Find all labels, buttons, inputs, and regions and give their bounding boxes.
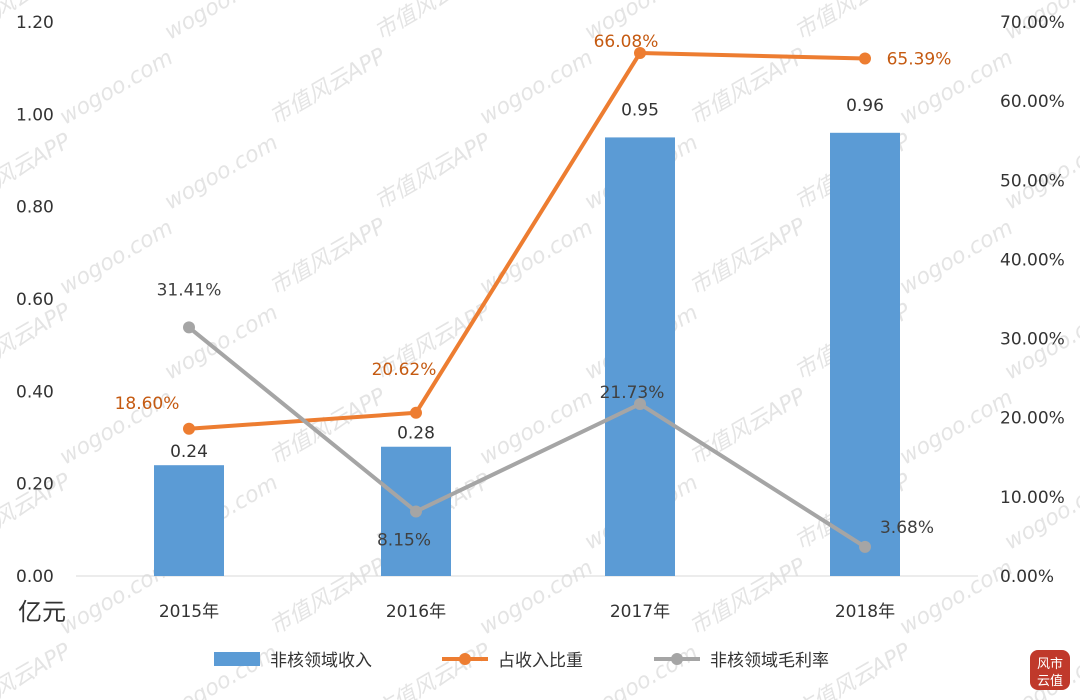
left-axis-tick-label: 0.20 (16, 475, 54, 495)
watermark-text: wogoo.com (161, 0, 283, 45)
watermark-text: 市值风云APP (371, 0, 496, 45)
legend-item: 占收入比重 (442, 651, 583, 671)
watermark-text: 市值风云APP (686, 383, 811, 470)
right-axis-tick-label: 0.00% (1000, 567, 1054, 587)
right-axis-tick-label: 20.00% (1000, 409, 1065, 429)
left-axis-tick-label: 1.00 (16, 105, 54, 125)
line-data-label: 31.41% (157, 280, 222, 300)
x-axis-category-label: 2016年 (386, 602, 446, 622)
right-axis-tick-label: 50.00% (1000, 171, 1065, 191)
bar-data-labels: 0.24 0.28 0.95 0.96 (170, 96, 884, 462)
legend-item: 非核领域毛利率 (654, 651, 829, 671)
x-axis-category-label: 2018年 (835, 602, 895, 622)
series-point (183, 422, 195, 435)
legend-label: 非核领域收入 (270, 651, 372, 671)
series-point (634, 398, 646, 411)
x-axis-category-label: 2017年 (610, 602, 670, 622)
left-axis-unit: 亿元 (18, 598, 66, 626)
line-data-label: 8.15% (377, 530, 431, 550)
bar-data-label: 0.24 (170, 442, 208, 462)
bar-data-label: 0.28 (397, 424, 435, 444)
bar (830, 132, 900, 577)
right-axis-tick-label: 70.00% (1000, 13, 1065, 33)
bar-data-label: 0.95 (621, 100, 659, 120)
watermark-text: wogoo.com (161, 300, 283, 385)
left-axis-tick-label: 0.40 (16, 382, 54, 402)
x-axis-categories: 2015年 2016年 2017年 2018年 (159, 602, 895, 622)
brand-logo: 风市 云值 (1030, 650, 1070, 690)
line-series (183, 47, 871, 553)
watermark-text: 市值风云APP (371, 638, 496, 700)
bar-series (154, 132, 900, 577)
watermark-text: wogoo.com (476, 555, 598, 640)
bar (154, 465, 224, 576)
legend-item: 非核领域收入 (214, 651, 372, 671)
series-point (410, 406, 422, 419)
series-line (187, 325, 867, 549)
left-axis-tick-label: 0.80 (16, 198, 54, 218)
series-point (183, 321, 195, 334)
watermark-text: 市值风云APP (266, 383, 391, 470)
watermark-text: 市值风云APP (0, 298, 76, 385)
line-data-label: 66.08% (594, 32, 659, 52)
line-data-label: 3.68% (880, 518, 934, 538)
watermark-text: 市值风云APP (0, 638, 76, 700)
legend-label: 非核领域毛利率 (710, 651, 829, 671)
watermark-text: 市值风云APP (686, 213, 811, 300)
line-data-labels: 18.60% 20.62% 66.08% 65.39% 31.41% 8.15% 21.73… (115, 32, 952, 550)
series-point (410, 505, 422, 518)
legend-label: 占收入比重 (498, 651, 583, 671)
watermark-text: 市值风云APP (266, 553, 391, 640)
legend: 非核领域收入 占收入比重 非核领域毛利率 (214, 651, 829, 671)
logo-text-bottom: 云值 (1037, 673, 1063, 689)
watermark-text: wogoo.com (56, 45, 178, 130)
watermark-text: wogoo.com (476, 45, 598, 130)
series-point (859, 540, 871, 553)
watermark-text: 市值风云APP (266, 43, 391, 130)
logo-text-top: 风市 (1037, 656, 1063, 672)
right-axis-tick-label: 30.00% (1000, 330, 1065, 350)
right-axis-tick-label: 40.00% (1000, 250, 1065, 270)
legend-swatch-marker (459, 653, 471, 665)
watermark-text: 市值风云APP (371, 128, 496, 215)
watermark-text: wogoo.com (161, 130, 283, 215)
series-point (634, 47, 646, 60)
line-data-label: 18.60% (115, 394, 180, 414)
watermark-text: 市值风云APP (266, 213, 391, 300)
left-axis-tick-label: 0.60 (16, 290, 54, 310)
left-axis-tick-label: 1.20 (16, 13, 54, 33)
watermark-text: wogoo.com (581, 640, 703, 700)
bar (605, 137, 675, 576)
legend-swatch-bar (214, 652, 260, 666)
left-axis-ticks: 0.00 0.20 0.40 0.60 0.80 1.00 1.20 (16, 13, 54, 587)
line-data-label: 65.39% (887, 49, 952, 69)
right-axis-tick-label: 60.00% (1000, 92, 1065, 112)
watermark-text: 市值风云APP (686, 553, 811, 640)
watermark-text: wogoo.com (161, 640, 283, 700)
x-axis-category-label: 2015年 (159, 602, 219, 622)
watermark-text: 市值风云APP (791, 0, 916, 45)
right-axis-tick-label: 10.00% (1000, 488, 1065, 508)
bar-data-label: 0.96 (846, 96, 884, 116)
watermark-text: wogoo.com (1001, 470, 1080, 555)
right-axis-ticks: 0.00% 10.00% 20.00% 30.00% 40.00% 50.00% 60.00… (1000, 13, 1065, 587)
line-data-label: 21.73% (600, 383, 665, 403)
watermark-text: wogoo.com (476, 385, 598, 470)
line-data-label: 20.62% (372, 360, 437, 380)
legend-swatch-marker (671, 653, 683, 665)
series-point (859, 52, 871, 65)
left-axis-tick-label: 0.00 (16, 567, 54, 587)
